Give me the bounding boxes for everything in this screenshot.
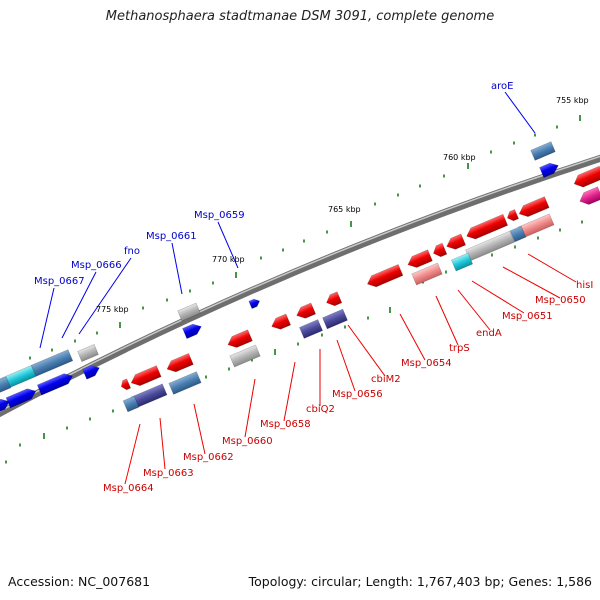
gene-Msp_0654-arrow[interactable] — [406, 249, 433, 270]
gene-label-aroE[interactable]: aroE — [491, 81, 513, 92]
outer-scale-ticks — [29, 115, 581, 360]
gene-label-Msp_0664[interactable]: Msp_0664 — [103, 483, 154, 494]
leader-line-Msp_0650 — [502, 266, 561, 299]
gene-label-Msp_0654[interactable]: Msp_0654 — [401, 358, 452, 369]
genome-summary-text: Topology: circular; Length: 1,767,403 bp… — [248, 574, 592, 589]
gene-label-Msp_0650[interactable]: Msp_0650 — [535, 295, 586, 306]
accession-text: Accession: NC_007681 — [8, 574, 151, 589]
gene-Msp_0660-arrow[interactable] — [226, 329, 253, 350]
reverse-strand-genes — [119, 165, 600, 413]
gene-label-Msp_0661[interactable]: Msp_0661 — [146, 231, 197, 242]
leader-line-Msp_0662 — [193, 403, 206, 455]
gene-trpS-arrow[interactable] — [444, 233, 467, 252]
gene-Msp_0664-box[interactable] — [122, 395, 140, 413]
leader-line-trpS — [435, 295, 459, 346]
leader-line-Msp_0661 — [171, 242, 183, 295]
gene-Msp_0658-arrow[interactable] — [269, 313, 292, 332]
gene-hisI-arrow[interactable] — [572, 165, 600, 190]
leader-line-fno — [78, 257, 132, 335]
gene-Msp_0651-arrow[interactable] — [505, 209, 519, 222]
genome-backbone — [0, 154, 600, 418]
leader-line-Msp_0651 — [471, 280, 525, 314]
gene-Msp_0654-small[interactable] — [431, 242, 448, 259]
leader-line-Msp_0663 — [159, 417, 166, 470]
scale-label-760: 760 kbp — [443, 153, 476, 162]
gene-fno-arrow[interactable] — [82, 363, 101, 380]
gene-left-edge-arrow[interactable] — [0, 396, 11, 414]
leader-line-Msp_0659 — [217, 221, 239, 269]
genome-title: Methanosphaera stadtmanae DSM 3091, comp… — [105, 9, 495, 24]
gene-Msp_0659-arrow[interactable] — [248, 297, 261, 310]
forward-strand-genes — [0, 141, 561, 414]
gene-Msp_0667-edge[interactable] — [0, 376, 12, 394]
leader-line-cbiM2 — [347, 324, 386, 377]
leader-line-Msp_0664 — [124, 423, 141, 485]
gene-label-trpS[interactable]: trpS — [449, 343, 470, 354]
gene-Msp_0650-arrow[interactable] — [517, 196, 550, 220]
gene-Msp_0666-box[interactable] — [30, 349, 74, 377]
gene-Msp_0660-box[interactable] — [229, 344, 261, 368]
leader-line-Msp_0656 — [336, 339, 356, 392]
gene-endA-box[interactable] — [509, 225, 527, 243]
scale-label-775: 775 kbp — [96, 305, 129, 314]
scale-label-765: 765 kbp — [328, 205, 361, 214]
gene-label-Msp_0666[interactable]: Msp_0666 — [71, 260, 122, 271]
leader-line-Msp_0658 — [283, 361, 296, 422]
gene-Msp_0663-arrow[interactable] — [129, 365, 162, 389]
gene-aroE-box[interactable] — [530, 141, 556, 161]
gene-label-Msp_0659[interactable]: Msp_0659 — [194, 210, 245, 221]
gene-Msp_0662-box[interactable] — [168, 371, 202, 395]
gene-label-hisI[interactable]: hisI — [576, 280, 593, 291]
gene-label-fno[interactable]: fno — [124, 246, 140, 257]
gene-Msp_0662-arrow[interactable] — [165, 353, 194, 374]
leader-line-Msp_0660 — [244, 378, 256, 438]
leader-line-hisI — [527, 253, 577, 283]
gene-Msp_0654-box[interactable] — [411, 262, 443, 286]
gene-cbiQ2-box[interactable] — [299, 319, 323, 339]
gene-label-endA[interactable]: endA — [476, 328, 502, 339]
gene-Msp_0666-arrow[interactable] — [36, 371, 74, 396]
gene-label-cbiM2[interactable]: cbiM2 — [371, 374, 401, 385]
gene-label-Msp_0660[interactable]: Msp_0660 — [222, 436, 273, 447]
gene-Msp_0656-box[interactable] — [322, 308, 348, 330]
scale-label-755: 755 kbp — [556, 96, 589, 105]
leader-line-endA — [457, 289, 491, 331]
gene-label-Msp_0656[interactable]: Msp_0656 — [332, 389, 383, 400]
leader-line-Msp_0666 — [61, 271, 97, 339]
gene-cbiM2-arrow[interactable] — [365, 264, 404, 289]
gene-Msp_0661-box[interactable] — [177, 302, 201, 322]
gene-Msp_0656-arrow[interactable] — [324, 291, 343, 309]
gene-label-Msp_0663[interactable]: Msp_0663 — [143, 468, 194, 479]
gene-label-Msp_0651[interactable]: Msp_0651 — [502, 311, 553, 322]
gene-label-leaders — [39, 91, 577, 485]
gene-fno-box[interactable] — [77, 344, 99, 362]
gene-edge-magenta[interactable] — [577, 186, 600, 208]
leader-line-aroE — [504, 91, 536, 134]
gene-label-Msp_0662[interactable]: Msp_0662 — [183, 452, 234, 463]
gene-cbiQ2-arrow[interactable] — [294, 302, 317, 321]
gene-label-cbiQ2[interactable]: cbiQ2 — [306, 404, 335, 415]
leader-line-Msp_0667 — [39, 287, 55, 349]
gene-label-Msp_0658[interactable]: Msp_0658 — [260, 419, 311, 430]
gene-endA-arrow[interactable] — [464, 213, 509, 241]
gene-aroE-arrow[interactable] — [539, 160, 561, 178]
gene-Msp_0654-cyan[interactable] — [450, 252, 474, 272]
gene-Msp_0664-arrow[interactable] — [119, 378, 132, 391]
scale-label-770: 770 kbp — [212, 255, 245, 264]
gene-label-Msp_0667[interactable]: Msp_0667 — [34, 276, 85, 287]
gene-Msp_0661-arrow[interactable] — [182, 321, 204, 339]
leader-line-Msp_0654 — [399, 313, 426, 361]
gene-Msp_0667-arrow[interactable] — [5, 386, 38, 409]
